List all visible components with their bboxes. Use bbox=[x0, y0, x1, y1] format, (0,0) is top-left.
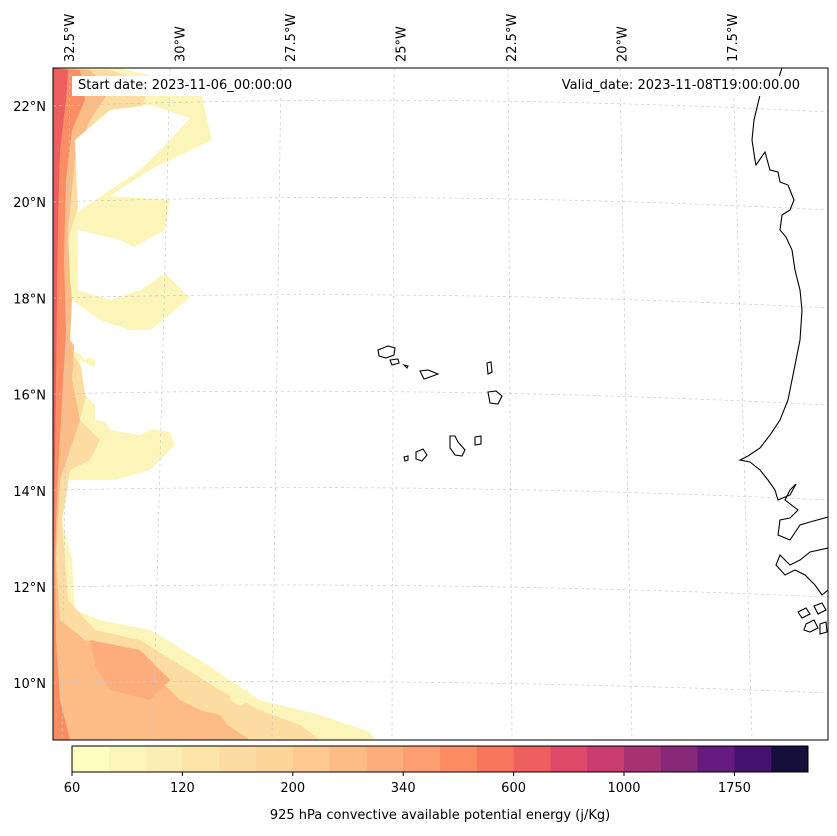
colorbar-bin bbox=[624, 746, 662, 772]
colorbar-bin bbox=[660, 746, 699, 772]
lon-tick-label: 32.5°W bbox=[63, 14, 78, 62]
island-santo-antao bbox=[377, 345, 396, 359]
map-frame bbox=[52, 67, 829, 741]
colorbar-tick-label: 1750 bbox=[718, 781, 751, 796]
lon-tick-label: 17.5°W bbox=[726, 14, 741, 62]
cape-verde-islands bbox=[377, 345, 503, 462]
lon-tick-label: 25°W bbox=[395, 26, 410, 62]
graticule bbox=[53, 68, 828, 740]
colorbar-bin bbox=[292, 746, 331, 772]
valid-date-label: Valid_date: 2023-11-08T19:00:00.00 bbox=[555, 76, 806, 96]
africa-coastline bbox=[738, 68, 828, 541]
colorbar-label: 925 hPa convective available potential e… bbox=[269, 808, 611, 823]
lat-tick-label: 10°N bbox=[13, 677, 46, 692]
island-sal bbox=[486, 361, 493, 375]
colorbar-bin bbox=[182, 746, 220, 772]
guinea-bissau-coastline bbox=[775, 547, 828, 596]
lat-tick-label: 18°N bbox=[13, 292, 46, 307]
map-area bbox=[53, 68, 828, 740]
colorbar-bin bbox=[329, 746, 367, 772]
colorbar-bin bbox=[476, 746, 515, 772]
lon-tick-label: 27.5°W bbox=[284, 14, 299, 62]
cape-gaps bbox=[68, 105, 215, 640]
island-boa-vista bbox=[487, 390, 503, 405]
colorbar-bin bbox=[734, 746, 772, 772]
lon-tick-label: 30°W bbox=[174, 26, 189, 62]
colorbar-bin bbox=[256, 746, 294, 772]
colorbar: 60 120 200 340 600 1000 1750 bbox=[64, 746, 809, 796]
colorbar-tick-label: 340 bbox=[391, 781, 416, 796]
colorbar-bin bbox=[587, 746, 625, 772]
colorbar-bin bbox=[72, 746, 110, 772]
island-brava bbox=[403, 455, 409, 462]
colorbar-bin bbox=[145, 746, 183, 772]
colorbar-tick-label: 600 bbox=[501, 781, 526, 796]
lat-tick-label: 22°N bbox=[13, 100, 46, 115]
lat-tick-label: 12°N bbox=[13, 581, 46, 596]
lat-tick-label: 14°N bbox=[13, 485, 46, 500]
colorbar-tick-label: 1000 bbox=[607, 781, 640, 796]
colorbar-bin bbox=[550, 746, 588, 772]
bijagos-islands bbox=[797, 602, 828, 635]
island-sao-vicente bbox=[389, 358, 400, 366]
island-santa-luzia bbox=[402, 363, 409, 369]
longitude-labels: 32.5°W 30°W 27.5°W 25°W 22.5°W 20°W 17.5°W bbox=[63, 14, 741, 62]
colorbar-tick-label: 120 bbox=[170, 781, 195, 796]
lat-tick-label: 20°N bbox=[13, 196, 46, 211]
colorbar-bin bbox=[697, 746, 735, 772]
island-fogo bbox=[415, 448, 428, 462]
island-sao-nicolau bbox=[419, 369, 440, 380]
cape-shading bbox=[53, 68, 375, 740]
colorbar-bin bbox=[219, 746, 257, 772]
lon-tick-label: 20°W bbox=[616, 26, 631, 62]
colorbar-bin bbox=[366, 746, 404, 772]
colorbar-bin bbox=[403, 746, 441, 772]
colorbar-bin bbox=[440, 746, 478, 772]
latitude-labels: 22°N 20°N 18°N 16°N 14°N 12°N 10°N bbox=[13, 100, 46, 692]
colorbar-frame bbox=[71, 745, 809, 773]
colorbar-bin bbox=[108, 746, 147, 772]
lon-tick-label: 22.5°W bbox=[505, 14, 520, 62]
island-santiago bbox=[449, 435, 466, 457]
island-maio bbox=[474, 435, 482, 446]
colorbar-bin bbox=[513, 746, 551, 772]
colorbar-tick-label: 60 bbox=[64, 781, 81, 796]
lat-tick-label: 16°N bbox=[13, 389, 46, 404]
colorbar-bin bbox=[771, 746, 809, 772]
colorbar-tick-label: 200 bbox=[280, 781, 305, 796]
start-date-label: Start date: 2023-11-06_00:00:00 bbox=[72, 76, 299, 96]
